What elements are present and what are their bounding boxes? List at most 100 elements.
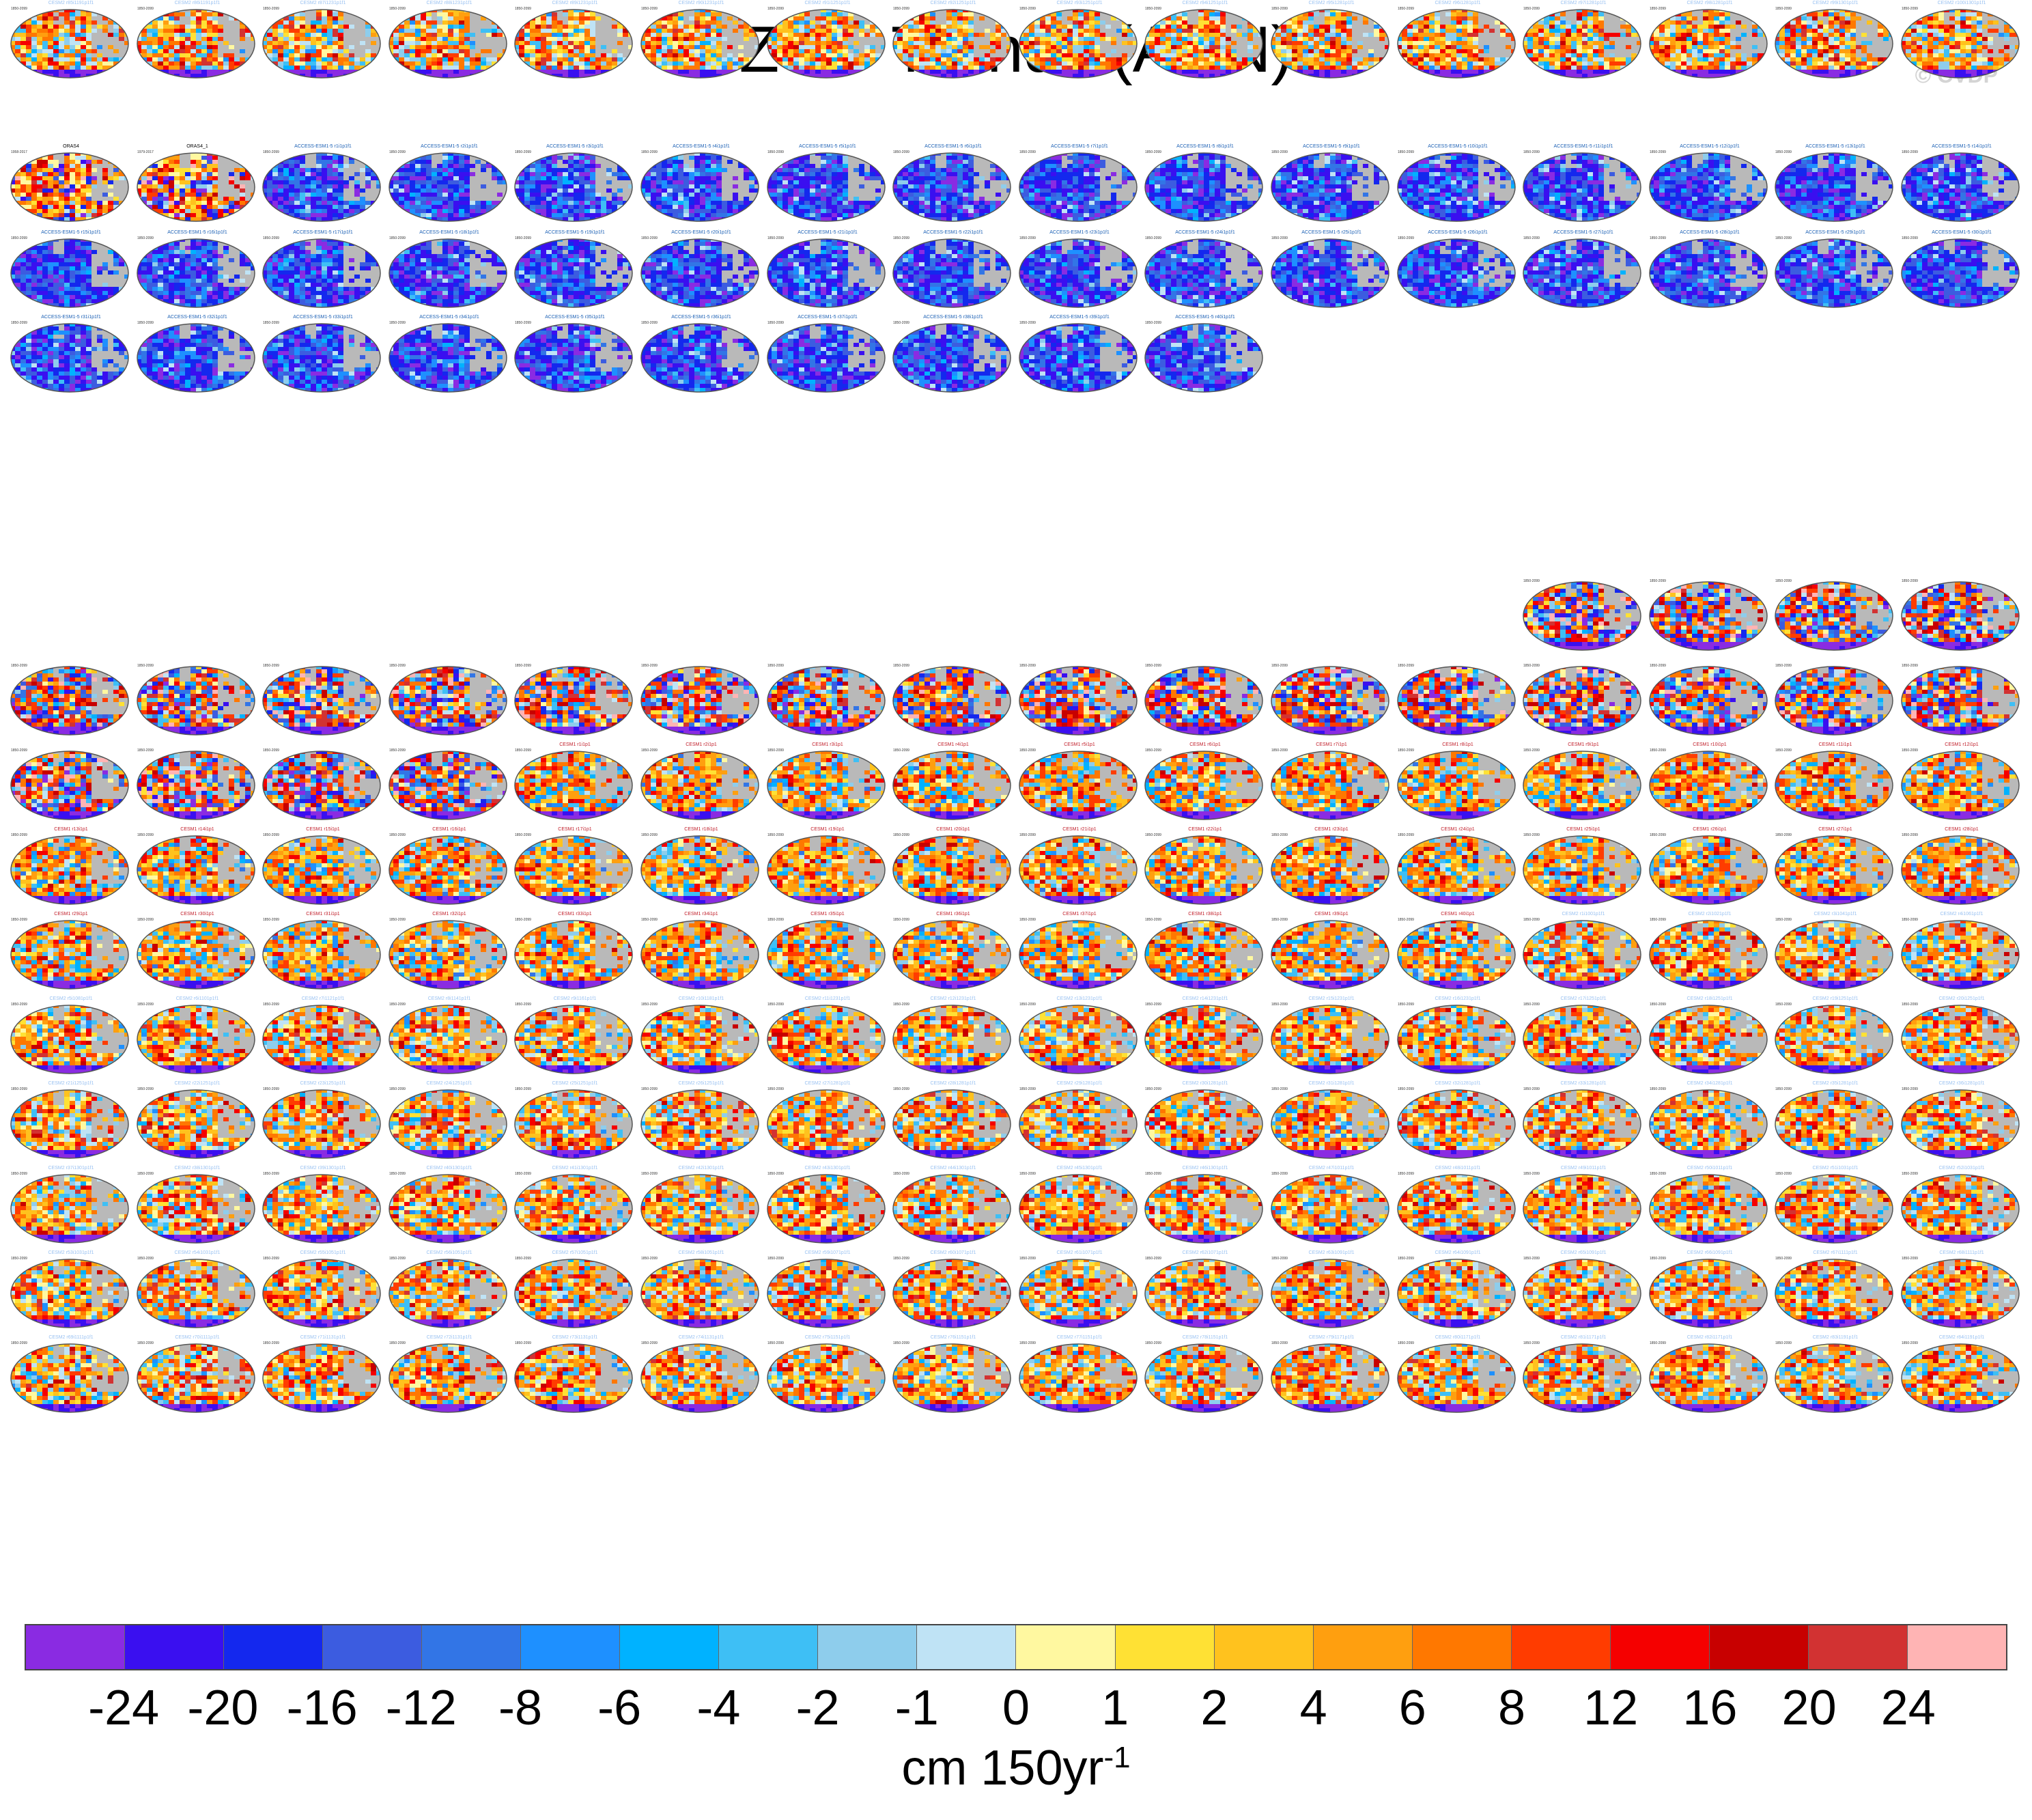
map-panel: ACCESS-ESM1-5 r3i1p1f1 1850-2099 (513, 143, 636, 225)
panel-title: CESM2 r42i1301p1f1 (640, 1165, 763, 1171)
map-svg (1522, 835, 1642, 906)
colorbar-tick-label: 4 (1300, 1680, 1327, 1736)
panel-title: CESM2 r12i1231p1f1 (892, 996, 1015, 1002)
panel-title: CESM2 r2i1021p1f1 (1648, 911, 1771, 917)
map-svg (513, 1173, 634, 1244)
map-svg (388, 665, 508, 736)
map-panel: 1850-2099 (1396, 657, 1519, 739)
map-svg (513, 8, 634, 79)
map-panel: ACCESS-ESM1-5 r24i1p1f1 1850-2099 (1144, 229, 1267, 311)
map-svg (1648, 835, 1768, 906)
map-svg (1018, 322, 1138, 393)
panel-title: CESM2 r54i1031p1f1 (136, 1250, 259, 1256)
map-svg (1396, 152, 1516, 223)
map-svg (136, 1173, 256, 1244)
colorbar-box (718, 1625, 817, 1669)
panel-title: ACCESS-ESM1-5 r34i1p1f1 (388, 314, 511, 320)
map-panel: CESM1 r15i1p1 1850-2099 (262, 826, 384, 908)
panel-title: CESM2 r69i1111p1f1 (10, 1334, 132, 1341)
map-svg (1774, 835, 1894, 906)
map-panel: CESM1 r9i1p1 1850-2099 (1522, 742, 1645, 824)
map-svg (892, 322, 1012, 393)
map-panel: ACCESS-ESM1-5 r5i1p1f1 1850-2099 (766, 143, 889, 225)
panel-title: ACCESS-ESM1-5 r36i1p1f1 (640, 314, 763, 320)
panel-title: CESM2 r46i1301p1f1 (1144, 1165, 1267, 1171)
panel-title: CESM2 r4i1061p1f1 (1900, 911, 2023, 917)
panel-title: CESM2 r37i1301p1f1 (10, 1165, 132, 1171)
map-svg (262, 152, 382, 223)
panel-title: CESM2 r79i1171p1f1 (1270, 1334, 1393, 1341)
map-panel: ACCESS-ESM1-5 r40i1p1f1 1850-2099 (1144, 314, 1267, 396)
panel-title: CESM1 r38i1p1 (1144, 911, 1267, 917)
map-panel: CESM2 r6i1101p1f1 1850-2099 (136, 996, 259, 1078)
panel-title: CESM2 r97i1281p1f1 (1522, 0, 1645, 6)
map-svg (640, 1173, 760, 1244)
map-panel: CESM2 r78i1151p1f1 1850-2099 (1144, 1334, 1267, 1416)
colorbar-tick-label: -4 (696, 1680, 740, 1736)
map-panel: ACCESS-ESM1-5 r10i1p1f1 1850-2099 (1396, 143, 1519, 225)
map-svg (10, 919, 130, 990)
map-panel: CESM2 r26i1251p1f1 1850-2099 (640, 1080, 763, 1162)
panel-title: CESM2 r16i1231p1f1 (1396, 996, 1519, 1002)
panel-title: ACCESS-ESM1-5 r16i1p1f1 (136, 229, 259, 236)
map-svg (10, 8, 130, 79)
map-svg (766, 238, 886, 309)
map-svg (1900, 750, 2020, 821)
panel-title: CESM1 r36i1p1 (892, 911, 1015, 917)
map-panel: CESM2 r18i1251p1f1 1850-2099 (1648, 996, 1771, 1078)
map-panel: CESM2 r28i1281p1f1 1850-2099 (892, 1080, 1015, 1162)
map-svg (1900, 1343, 2020, 1414)
panel-title: ACCESS-ESM1-5 r23i1p1f1 (1018, 229, 1141, 236)
panel-title: CESM2 r77i1151p1f1 (1018, 1334, 1141, 1341)
map-panel: ACCESS-ESM1-5 r15i1p1f1 1850-2099 (10, 229, 132, 311)
map-panel: CESM1 r1i1p1 1850-2099 (513, 742, 636, 824)
map-svg (262, 8, 382, 79)
panel-title: CESM1 r20i1p1 (892, 826, 1015, 832)
map-panel: ACCESS-ESM1-5 r33i1p1f1 1850-2099 (262, 314, 384, 396)
colorbar-units: cm 150yr-1 (0, 1740, 2032, 1796)
panel-title: CESM1 r10i1p1 (1648, 742, 1771, 748)
map-svg (892, 8, 1012, 79)
panel-title: ACCESS-ESM1-5 r29i1p1f1 (1774, 229, 1897, 236)
map-svg (892, 1089, 1012, 1160)
colorbar-tick-label: 0 (1002, 1680, 1030, 1736)
map-svg (1648, 919, 1768, 990)
map-svg (1900, 1089, 2020, 1160)
panel-title: ORAS4 (10, 143, 132, 150)
map-svg (1900, 152, 2020, 223)
map-panel: 1850-2099 (136, 657, 259, 739)
map-panel: ACCESS-ESM1-5 r26i1p1f1 1850-2099 (1396, 229, 1519, 311)
map-panel: ACCESS-ESM1-5 r27i1p1f1 1850-2099 (1522, 229, 1645, 311)
map-panel: ACCESS-ESM1-5 r13i1p1f1 1850-2099 (1774, 143, 1897, 225)
panel-title: CESM2 r31i1281p1f1 (1270, 1080, 1393, 1087)
panel-title: CESM1 r29i1p1 (10, 911, 132, 917)
map-svg (1522, 1004, 1642, 1075)
panel-title: CESM1 r27i1p1 (1774, 826, 1897, 832)
map-svg (1270, 238, 1390, 309)
map-panel: CESM2 r67i1111p1f1 1850-2099 (1774, 1250, 1897, 1332)
map-svg (1018, 1004, 1138, 1075)
panel-title: CESM2 r35i1281p1f1 (1774, 1080, 1897, 1087)
map-svg (1522, 665, 1642, 736)
map-svg (388, 1004, 508, 1075)
map-svg (640, 750, 760, 821)
panel-title: CESM2 r24i1251p1f1 (388, 1080, 511, 1087)
colorbar-tick-label: -16 (287, 1680, 358, 1736)
map-svg (513, 1004, 634, 1075)
map-panel: CESM2 r72i1131p1f1 1850-2099 (388, 1334, 511, 1416)
map-svg (1018, 1089, 1138, 1160)
map-svg (1774, 1089, 1894, 1160)
map-panel: 1850-2099 (1774, 657, 1897, 739)
panel-title: CESM2 r52i1031p1f1 (1900, 1165, 2023, 1171)
map-svg (513, 1343, 634, 1414)
map-svg (1396, 1004, 1516, 1075)
map-panel: 1850-2099 (136, 742, 259, 824)
map-svg (262, 238, 382, 309)
panel-title: CESM1 r22i1p1 (1144, 826, 1267, 832)
map-svg (766, 1173, 886, 1244)
map-svg (892, 665, 1012, 736)
map-svg (1270, 750, 1390, 821)
colorbar-labels: -24 -20 -16 -12 -8 -6 -4 -2 -1 0 1 2 4 6 8 12 16 20 24 (0, 1680, 2032, 1735)
map-svg (388, 1173, 508, 1244)
map-panel: CESM1 r35i1p1 1850-2099 (766, 911, 889, 993)
